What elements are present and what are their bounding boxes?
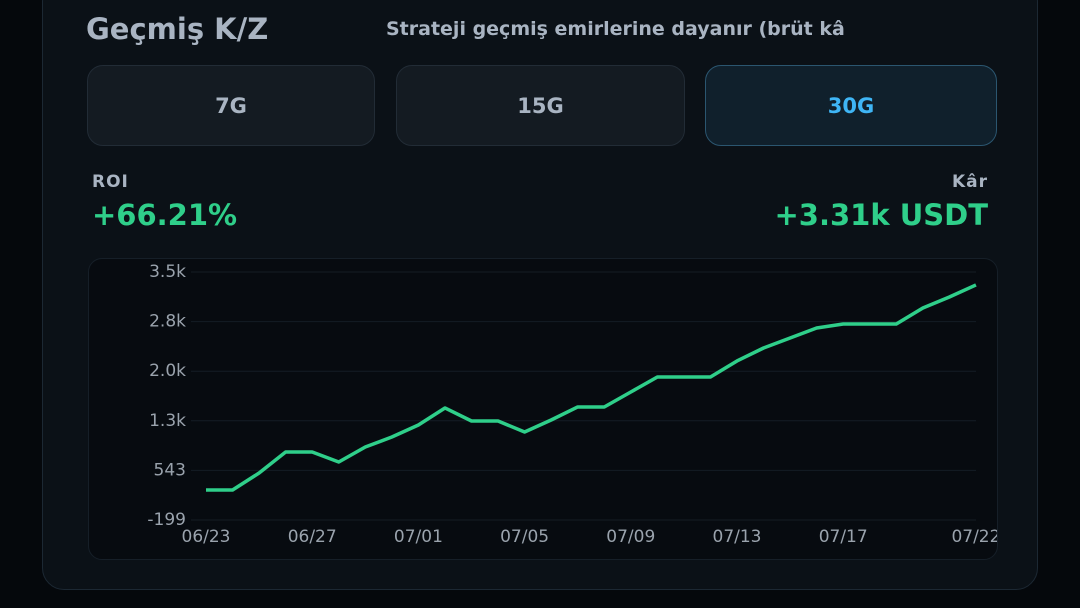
line: [206, 283, 977, 492]
title: Geçmiş K/Z: [86, 12, 269, 46]
x-tick-label: 06/27: [288, 527, 337, 547]
subtitle: Strateji geçmiş emirlerine dayanır (brüt…: [386, 18, 845, 40]
x-tick-label: 06/23: [182, 527, 231, 547]
profit-label: Kâr: [951, 172, 988, 192]
y-tick-label: 1.3k: [149, 411, 186, 431]
x-tick-label: 07/09: [606, 527, 655, 547]
x-tick-label: 07/05: [500, 527, 549, 547]
x-tick-label: 07/13: [713, 527, 762, 547]
profit-value: +3.31k USDT: [774, 198, 988, 232]
period-button[interactable]: 30G: [705, 65, 997, 146]
chart-box: -199 543 1.3k 2.0k 2.8k 3.5k 06/23 06/27 07/01 07…: [88, 258, 998, 560]
x-tick-label: 07/22: [951, 527, 998, 547]
y-tick-label: -199: [147, 510, 186, 530]
period-button[interactable]: 7G: [87, 65, 375, 146]
x-tick-label: 07/17: [819, 527, 868, 547]
roi-value: +66.21%: [92, 198, 238, 232]
period-button[interactable]: 15G: [396, 65, 685, 146]
y-tick-label: 543: [154, 460, 186, 480]
x-tick-label: 07/01: [394, 527, 443, 547]
y-tick-label: 3.5k: [149, 262, 186, 282]
chart: -199 543 1.3k 2.0k 2.8k 3.5k 06/23 06/27 07/01 07…: [147, 262, 998, 547]
y-tick-label: 2.8k: [149, 312, 186, 332]
roi-label: ROI: [92, 172, 129, 192]
y-tick-label: 2.0k: [149, 361, 186, 381]
